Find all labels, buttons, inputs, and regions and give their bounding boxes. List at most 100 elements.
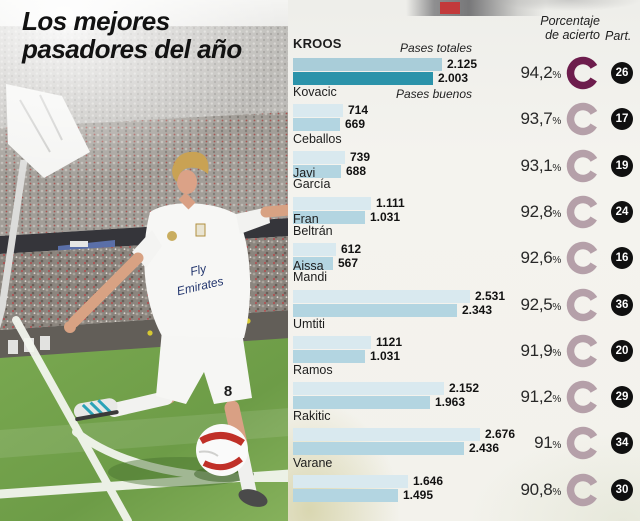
player-name: Rakitic [293,409,331,424]
accuracy-percent: 91% [534,433,561,453]
accuracy-percent: 92,5% [520,294,562,314]
good-passes-bar-row: 567 [293,257,358,271]
total-passes-bar [293,289,470,303]
accuracy-percent: 92,8% [520,201,562,221]
accuracy-donut-icon [566,427,600,460]
accuracy-donut-icon [566,334,600,368]
total-passes-bar-row: 612 [293,243,361,257]
total-passes-value: 1121 [376,334,403,349]
appearances-badge: 19 [611,154,633,177]
total-passes-bar [293,58,442,71]
led-board-text-block [70,241,88,247]
title-line2: pasadores del año [22,33,242,64]
club-crest [195,223,206,237]
accuracy-donut-icon [566,149,600,182]
good-passes-bar-row: 1.963 [293,396,465,410]
chart-panel: Porcentaje de acierto Part. Pases totale… [288,0,640,521]
total-passes-bar-row: 2.152 [293,382,479,396]
good-passes-value: 1.031 [370,348,401,363]
player-shorts [156,330,252,404]
player-arm-left [68,252,144,328]
appearances-badge: 17 [611,108,633,131]
total-passes-value: 714 [348,103,369,118]
total-passes-bar [293,196,371,210]
accuracy-donut-icon [566,288,600,321]
total-passes-bar-row: 1121 [293,334,403,349]
accuracy-donut-icon [566,103,600,136]
player-name: Javi García [293,165,331,192]
player-sock-left [107,391,173,417]
accuracy-percent: 91,2% [520,387,562,407]
total-passes-bar [293,428,480,442]
accuracy-header-line2: de acierto [545,28,600,42]
good-passes-bar-row: 2.003 [293,72,468,85]
good-passes-value: 2.003 [438,71,469,85]
total-passes-bar-row: 714 [293,103,369,118]
accuracy-donut-icon [566,241,600,275]
good-passes-bar [293,257,333,271]
series-label-total: Pases totales [399,41,472,55]
total-passes-bar-row: 1.111 [293,196,405,210]
accuracy-percent: 92,6% [520,248,562,268]
player-boot-right [238,489,268,507]
player-name: Fran Beltrán [293,212,333,238]
accuracy-percent: 90,8% [520,479,562,499]
total-passes-value: 2.125 [447,57,478,71]
appearances-badge: 20 [611,339,633,362]
good-passes-bar [293,349,365,363]
total-passes-value: 2.676 [485,427,516,442]
total-passes-bar-row: 2.531 [293,288,506,303]
pitch-stripe [0,408,290,458]
accuracy-donut-icon [566,56,600,90]
good-passes-bar [293,164,341,178]
accuracy-donut-icon [566,380,600,414]
accuracy-header-line1: Porcentaje [540,14,600,28]
player-name: Ceballos [293,131,342,146]
good-passes-bar [293,442,464,456]
good-passes-value: 2.436 [469,441,500,456]
total-passes-bar [293,382,444,396]
player-boot-left [73,398,119,422]
player-figure: 8 Fly Emirates [64,151,290,507]
good-passes-value: 2.343 [462,302,493,317]
football [196,424,248,476]
good-passes-bar-row: 1.495 [293,488,433,502]
appearances-badge: 34 [611,432,633,455]
total-passes-bar-row: 739 [293,149,371,164]
appearances-badge: 36 [611,293,633,316]
player-name: Ramos [293,363,333,378]
good-passes-bar-row: 1.031 [293,348,401,363]
good-passes-bar [293,72,433,85]
shorts-number: 8 [224,383,232,400]
shirt-badge [167,231,177,241]
good-passes-value: 688 [346,163,367,178]
player-name: KROOS [293,36,342,51]
good-passes-value: 1.031 [370,209,401,224]
accuracy-percent: 94,2% [520,63,562,82]
total-passes-value: 1.646 [413,473,444,488]
shirt-sponsor-line1: Fly [189,261,209,278]
total-passes-bar [293,243,336,257]
total-passes-bar-row: 1.646 [293,473,444,488]
appearances-column-header: Part. [605,29,632,43]
accuracy-column-header: Porcentaje de acierto [480,14,600,42]
accuracy-percent: 93,1% [520,155,562,175]
good-passes-bar-row: 688 [293,163,367,178]
title-line1: Los mejores [22,6,170,36]
appearances-badge: 30 [611,478,633,501]
appearances-badge: 29 [611,386,633,409]
total-passes-value: 2.531 [475,288,506,303]
accuracy-donut-icon [566,195,600,229]
scoreboard-red-square [440,2,460,14]
good-passes-bar [293,303,457,317]
total-passes-bar [293,335,371,349]
good-passes-bar-row: 2.436 [293,441,500,456]
stadium-photo: 8 Fly Emirates [0,0,290,521]
good-passes-bar [293,396,430,410]
appearances-badge: 24 [611,200,633,223]
accuracy-percent: 91,9% [520,340,562,360]
good-passes-bar [293,488,398,502]
title-backdrop-glow [0,0,290,220]
total-passes-value: 739 [350,149,371,164]
